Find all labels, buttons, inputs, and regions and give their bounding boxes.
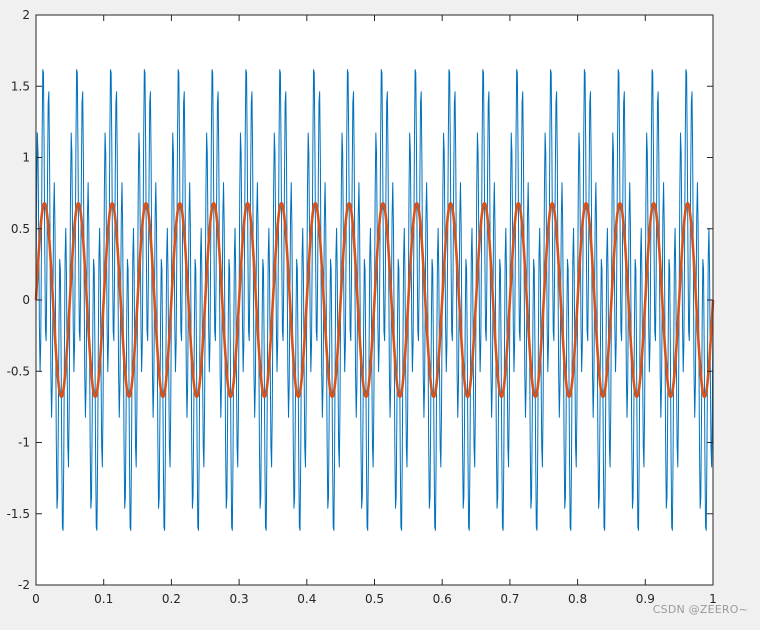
y-tick-label: 0.5 <box>11 222 30 236</box>
x-tick-label: 0.7 <box>500 592 519 606</box>
y-tick-label: -1.5 <box>7 507 30 521</box>
x-tick-label: 0.8 <box>568 592 587 606</box>
x-tick-label: 0.9 <box>636 592 655 606</box>
y-tick-label: -1 <box>18 436 30 450</box>
x-tick-label: 0.6 <box>433 592 452 606</box>
x-tick-label: 0.4 <box>297 592 316 606</box>
y-tick-label: 2 <box>22 8 30 22</box>
watermark: CSDN @ZEERO~ <box>652 603 748 616</box>
y-tick-label: -2 <box>18 578 30 592</box>
x-tick-label: 0.1 <box>94 592 113 606</box>
filtered-signal-line <box>34 201 715 399</box>
ticks-layer: 0 0.1 0.2 0.3 0.4 0.5 0.6 0.7 0.8 0.9 1 -2 -1.5 -1 -0.… <box>7 8 717 606</box>
y-tick-label: 1.5 <box>11 79 30 93</box>
x-tick-label: 1 <box>709 592 717 606</box>
y-tick-label: -0.5 <box>7 364 30 378</box>
plot-area-border <box>35 14 714 586</box>
x-tick-label: 0 <box>32 592 40 606</box>
y-tick-label: 1 <box>22 151 30 165</box>
x-tick-label: 0.3 <box>230 592 249 606</box>
x-tick-label: 0.2 <box>162 592 181 606</box>
y-tick-label: 0 <box>22 293 30 307</box>
x-tick-label: 0.5 <box>365 592 384 606</box>
series-layer <box>34 69 715 531</box>
